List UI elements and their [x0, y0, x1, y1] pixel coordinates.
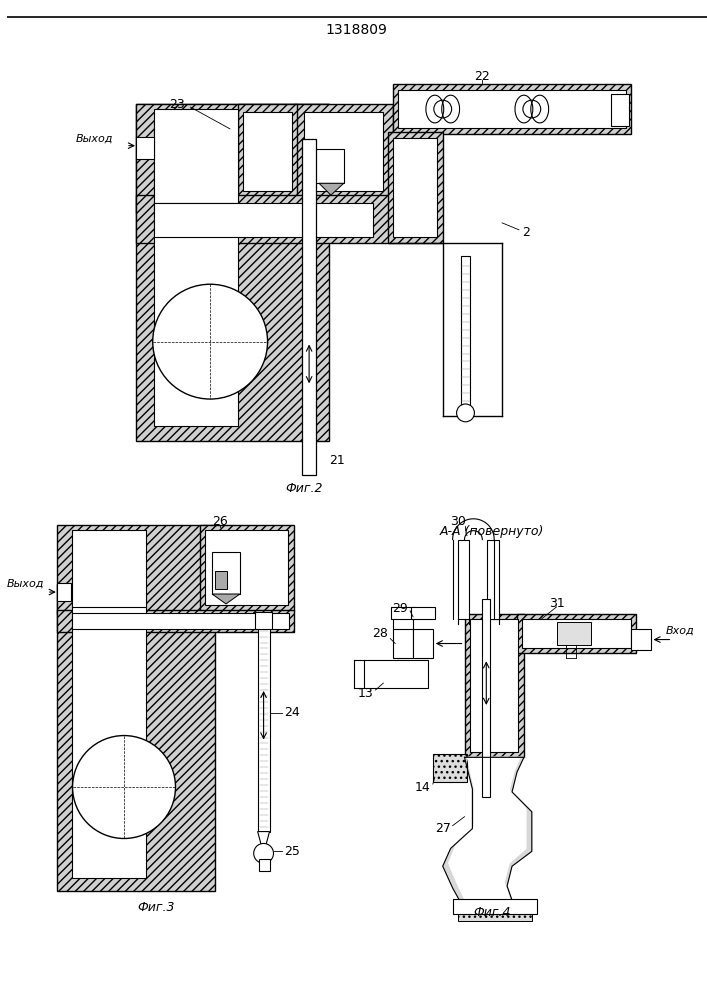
Text: Выход: Выход [76, 134, 113, 144]
Bar [257, 621, 269, 832]
Bar [136, 137, 153, 159]
Text: 22: 22 [474, 70, 490, 83]
Text: Вход: Вход [665, 626, 694, 636]
Circle shape [434, 100, 452, 118]
Text: Выход: Выход [6, 579, 44, 589]
Bar [393, 629, 413, 658]
Bar [398, 90, 626, 128]
Bar [57, 583, 71, 601]
Bar [302, 139, 316, 475]
Bar [363, 660, 428, 688]
Bar [215, 571, 227, 589]
Circle shape [254, 843, 274, 863]
Bar [391, 607, 415, 619]
Bar [259, 859, 269, 871]
Bar [393, 84, 631, 134]
Circle shape [457, 404, 474, 422]
Bar [294, 104, 393, 198]
Bar [205, 530, 288, 605]
Bar [631, 629, 650, 650]
Text: 1318809: 1318809 [326, 23, 387, 37]
Text: Фиг.2: Фиг.2 [286, 482, 323, 495]
Bar [393, 138, 437, 237]
Bar [71, 530, 146, 607]
Text: 26: 26 [212, 515, 228, 528]
Bar [136, 104, 329, 213]
Bar [71, 596, 146, 878]
Bar [238, 104, 297, 198]
Bar [433, 754, 467, 782]
Text: 24: 24 [284, 706, 300, 719]
Bar [388, 132, 443, 243]
Bar [57, 525, 215, 614]
Polygon shape [319, 183, 344, 195]
Bar [470, 619, 518, 752]
Bar [255, 612, 272, 629]
Bar [517, 614, 636, 653]
Bar [457, 540, 469, 619]
Bar [153, 109, 238, 203]
Text: 27: 27 [435, 822, 450, 835]
Bar [464, 614, 524, 757]
Bar [457, 913, 532, 921]
Bar [57, 584, 215, 891]
Circle shape [73, 736, 175, 838]
Bar [153, 203, 373, 237]
Text: 21: 21 [329, 454, 345, 467]
Text: 28: 28 [373, 627, 388, 640]
Text: 13: 13 [358, 687, 373, 700]
Bar [411, 607, 435, 619]
Text: 29: 29 [392, 602, 408, 615]
Polygon shape [443, 757, 532, 906]
Text: А-А (повернуто): А-А (повернуто) [440, 525, 544, 538]
Text: 30: 30 [450, 515, 465, 528]
Text: 25: 25 [284, 845, 300, 858]
Circle shape [153, 284, 267, 399]
Bar [153, 119, 238, 426]
Bar [71, 613, 289, 629]
Text: 14: 14 [415, 781, 431, 794]
Bar [212, 552, 240, 594]
Bar [304, 112, 383, 191]
Bar [413, 629, 433, 658]
Polygon shape [449, 757, 526, 901]
Bar [460, 256, 470, 409]
Polygon shape [257, 832, 269, 846]
Polygon shape [212, 594, 240, 604]
Bar [314, 149, 344, 183]
Text: 23: 23 [170, 98, 185, 111]
Bar [136, 104, 329, 441]
Text: Фиг.4: Фиг.4 [474, 906, 511, 919]
Bar [556, 622, 591, 645]
Bar [452, 899, 537, 914]
Bar [243, 112, 292, 191]
Text: 2: 2 [522, 226, 530, 239]
Bar [482, 599, 490, 797]
Bar [522, 619, 631, 648]
Bar [57, 610, 294, 632]
Circle shape [523, 100, 541, 118]
Bar [611, 94, 629, 126]
Text: Фиг.3: Фиг.3 [137, 901, 175, 914]
Polygon shape [452, 519, 494, 540]
Bar [487, 540, 499, 619]
Bar [200, 525, 294, 611]
Text: 31: 31 [549, 597, 564, 610]
Bar [136, 195, 393, 243]
